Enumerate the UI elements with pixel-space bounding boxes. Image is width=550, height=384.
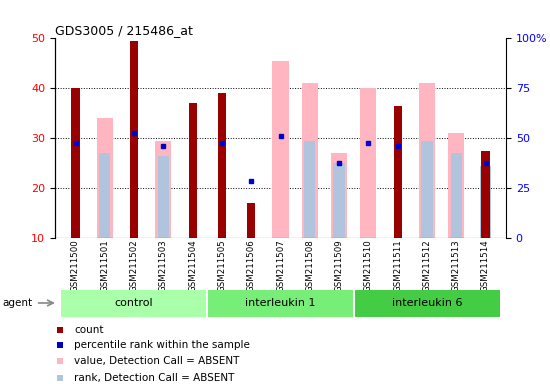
Bar: [333, 163, 345, 238]
Bar: [331, 153, 347, 238]
Text: interleukin 1: interleukin 1: [245, 298, 316, 308]
Bar: [99, 153, 111, 238]
Text: GDS3005 / 215486_at: GDS3005 / 215486_at: [55, 24, 193, 37]
Bar: [304, 141, 315, 238]
Text: percentile rank within the sample: percentile rank within the sample: [74, 340, 250, 350]
Bar: [97, 118, 113, 238]
Text: rank, Detection Call = ABSENT: rank, Detection Call = ABSENT: [74, 373, 235, 383]
Text: GSM211514: GSM211514: [481, 239, 490, 292]
Bar: [394, 106, 402, 238]
Text: GSM211501: GSM211501: [100, 239, 109, 292]
Bar: [448, 133, 464, 238]
Text: GSM211509: GSM211509: [334, 239, 344, 292]
Text: GSM211512: GSM211512: [422, 239, 431, 292]
Text: GSM211510: GSM211510: [364, 239, 373, 292]
Bar: [189, 103, 197, 238]
Bar: [302, 83, 318, 238]
Text: control: control: [115, 298, 153, 308]
Text: GSM211511: GSM211511: [393, 239, 402, 292]
Bar: [61, 290, 207, 317]
Text: GSM211505: GSM211505: [217, 239, 227, 292]
Bar: [130, 41, 138, 238]
Text: interleukin 6: interleukin 6: [392, 298, 462, 308]
Text: GSM211504: GSM211504: [188, 239, 197, 292]
Text: value, Detection Call = ABSENT: value, Detection Call = ABSENT: [74, 356, 240, 366]
Bar: [481, 151, 490, 238]
Bar: [218, 93, 226, 238]
Bar: [354, 290, 500, 317]
Bar: [158, 156, 169, 238]
Bar: [155, 141, 172, 238]
Text: agent: agent: [3, 298, 33, 308]
Bar: [419, 83, 435, 238]
Bar: [247, 203, 255, 238]
Text: count: count: [74, 325, 104, 335]
Bar: [72, 88, 80, 238]
Bar: [450, 153, 462, 238]
Bar: [360, 88, 376, 238]
Bar: [272, 61, 289, 238]
Text: GSM211513: GSM211513: [452, 239, 461, 292]
Text: GSM211502: GSM211502: [130, 239, 139, 292]
Bar: [207, 290, 354, 317]
Text: GSM211503: GSM211503: [159, 239, 168, 292]
Bar: [421, 141, 432, 238]
Text: GSM211506: GSM211506: [247, 239, 256, 292]
Text: GSM211507: GSM211507: [276, 239, 285, 292]
Text: GSM211508: GSM211508: [305, 239, 314, 292]
Text: GSM211500: GSM211500: [71, 239, 80, 292]
Bar: [480, 166, 491, 238]
